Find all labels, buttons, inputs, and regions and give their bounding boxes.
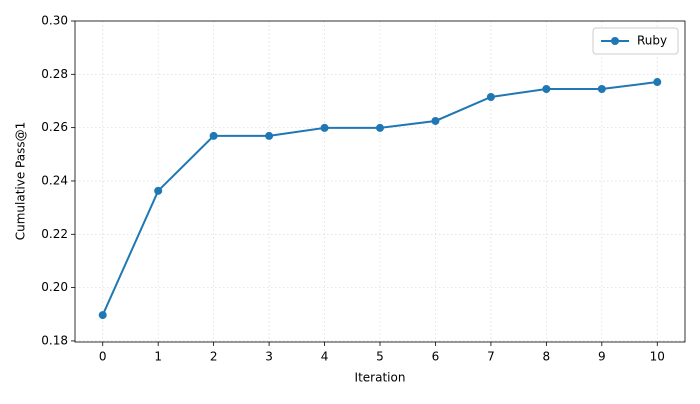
x-tick-label: 9 [598, 350, 606, 364]
plot-frame [74, 20, 686, 343]
x-tick-label: 4 [321, 350, 329, 364]
x-tick-label: 5 [376, 350, 384, 364]
data-point [431, 116, 440, 125]
x-tick-label: 6 [432, 350, 440, 364]
x-axis-label: Iteration [355, 371, 406, 385]
y-tick-label: 0.20 [41, 280, 68, 294]
data-point [486, 92, 495, 101]
legend-label: Ruby [637, 34, 667, 48]
x-tick-label: 2 [210, 350, 218, 364]
data-point [265, 131, 274, 140]
y-tick-label: 0.28 [41, 67, 68, 81]
y-tick-label: 0.26 [41, 120, 68, 134]
x-tick-label: 3 [265, 350, 273, 364]
x-tick-label: 10 [650, 350, 665, 364]
x-tick-label: 1 [154, 350, 162, 364]
data-point [209, 131, 218, 140]
data-point [376, 123, 384, 132]
x-tick-label: 7 [487, 350, 495, 364]
y-tick-label: 0.24 [41, 173, 68, 187]
data-point [320, 123, 329, 132]
x-tick-label: 0 [99, 350, 107, 364]
y-tick-label: 0.30 [41, 14, 68, 28]
y-axis-label: Cumulative Pass@1 [14, 122, 28, 241]
y-tick-label: 0.18 [41, 333, 68, 347]
y-tick-label: 0.22 [41, 227, 68, 241]
x-tick-label: 8 [543, 350, 551, 364]
legend-box [592, 27, 679, 55]
data-point [653, 78, 662, 87]
data-point [542, 84, 551, 93]
data-point [597, 84, 606, 93]
legend-marker [611, 37, 619, 45]
data-point [98, 311, 107, 320]
data-point [154, 186, 163, 195]
